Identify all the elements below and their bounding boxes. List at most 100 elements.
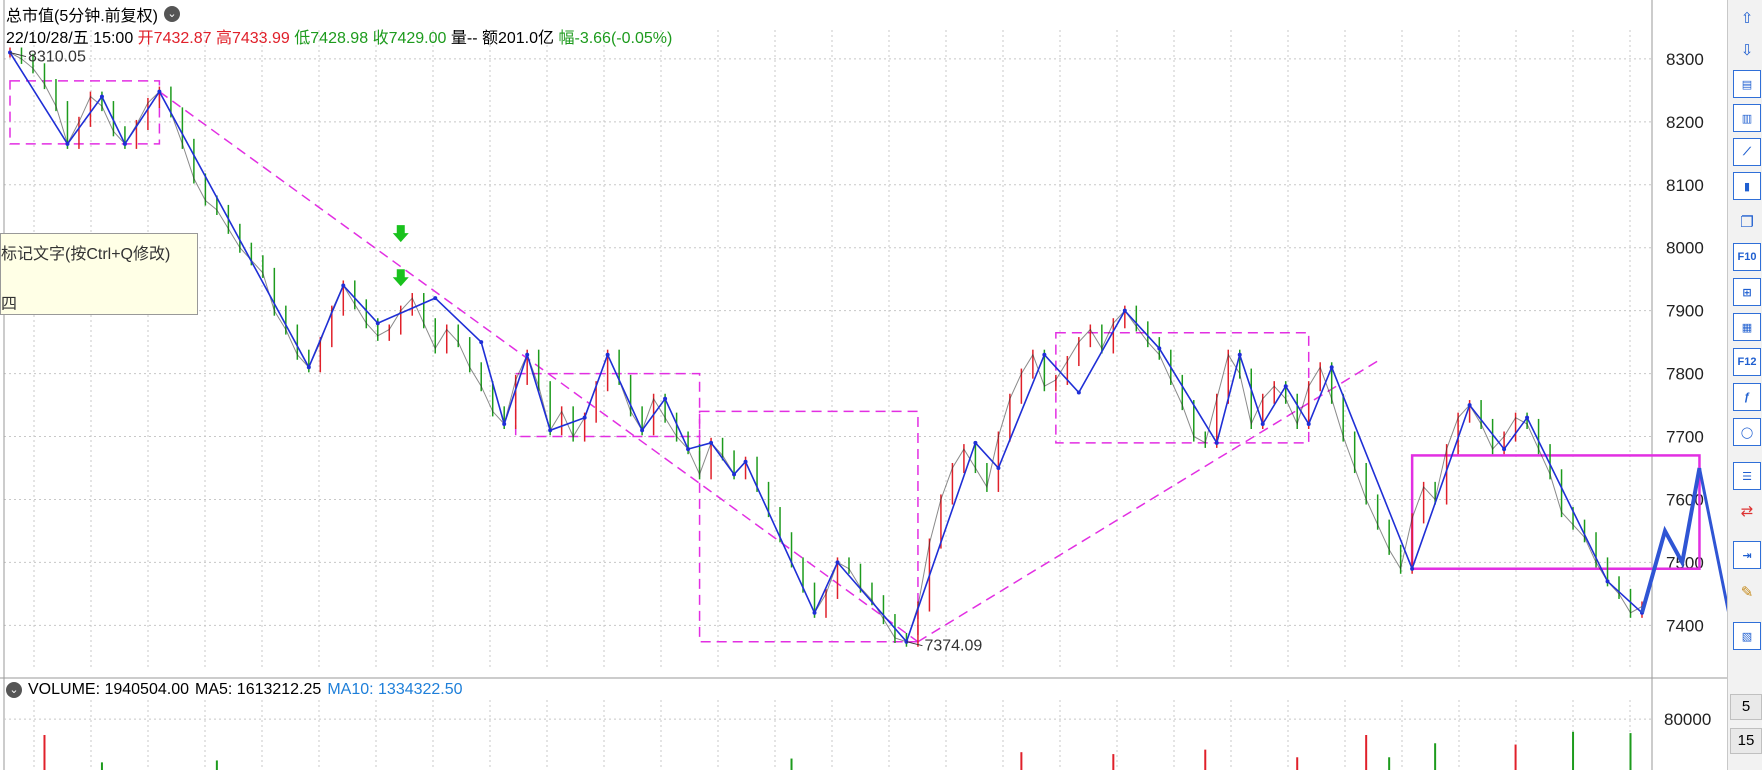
zigzag-point: [812, 610, 817, 615]
ma5-value: MA5: 1613212.25: [195, 681, 322, 698]
volume-header: ⌄ VOLUME: 1940504.00 MA5: 1613212.25 MA1…: [6, 681, 463, 699]
zigzag-point: [1076, 390, 1081, 395]
y-tick-label: 7700: [1666, 428, 1704, 447]
y-tick-label: 7400: [1666, 616, 1704, 635]
zigzag-point: [1329, 365, 1334, 370]
pattern-box: [514, 372, 701, 438]
formula-icon[interactable]: ƒ: [1733, 383, 1761, 411]
title-dropdown-icon[interactable]: ⌄: [164, 6, 181, 22]
chart-title-bar: 总市值(5分钟.前复权) ⌄: [6, 2, 181, 26]
y-tick-label: 8300: [1666, 50, 1704, 69]
list-icon[interactable]: ☰: [1733, 462, 1761, 490]
circle-icon[interactable]: ◯: [1733, 418, 1761, 446]
right-toolbar: ⇧ ⇩ ▤ ▥ ⟋ ▮ ❐ F10 ⊞ ▦ F12 ƒ ◯ ☰ ⇄ ⇥ ✎ ▧ …: [1727, 0, 1762, 770]
windows-icon[interactable]: ❐: [1740, 214, 1754, 231]
quote-high: 高7433.99: [215, 30, 290, 47]
price-line: [9, 52, 1643, 643]
zigzag-point: [157, 89, 162, 94]
y-tick-label: 8100: [1666, 176, 1704, 195]
zigzag-point: [1410, 566, 1415, 571]
quote-low: 低7428.98: [294, 30, 369, 47]
extreme-label: 8310.05: [28, 49, 86, 66]
zigzag-point: [663, 396, 668, 401]
annotation-pointer: [9, 52, 27, 58]
zigzag-point: [1525, 415, 1530, 420]
zigzag-point: [1283, 384, 1288, 389]
zigzag-point: [1605, 579, 1610, 584]
zigzag-point: [433, 296, 438, 301]
zigzag-point: [996, 466, 1001, 471]
pattern-box: [698, 410, 919, 643]
zigzag-point: [686, 447, 691, 452]
calendar-icon[interactable]: ▦: [1733, 313, 1761, 341]
zigzag-point: [1306, 421, 1311, 426]
annotation-pointer: [906, 641, 923, 647]
zigzag-point: [525, 352, 530, 357]
zigzag-point: [1237, 352, 1242, 357]
zigzag-point: [548, 428, 553, 433]
toolbar-number-2[interactable]: 15: [1730, 728, 1762, 754]
quote-info-bar: 22/10/28/五 15:00 开7432.87 高7433.99 低7428…: [6, 24, 672, 48]
zigzag-point: [1214, 440, 1219, 445]
zigzag-point: [1260, 421, 1265, 426]
pattern-box: [9, 80, 161, 145]
candle-icon[interactable]: ▮: [1733, 172, 1761, 200]
pencil-icon[interactable]: ✎: [1740, 584, 1754, 601]
zigzag-point: [99, 94, 104, 99]
bars-icon[interactable]: ▥: [1733, 104, 1761, 132]
zigzag-point: [1122, 308, 1127, 313]
volume-value: VOLUME: 1940504.00: [28, 681, 189, 698]
line-chart-icon[interactable]: ⟋: [1733, 138, 1761, 166]
zigzag-point: [1467, 403, 1472, 408]
note-text-line2: 四: [1, 296, 18, 313]
y-tick-label: 8200: [1666, 113, 1704, 132]
note-text-line1: 标记文字(按Ctrl+Q修改): [1, 246, 171, 263]
ma10-value: MA10: 1334322.50: [327, 681, 463, 698]
zigzag-point: [640, 428, 645, 433]
f12-icon[interactable]: F12: [1733, 348, 1761, 376]
tree-icon[interactable]: ⊞: [1733, 278, 1761, 306]
y-tick-label: 8000: [1666, 239, 1704, 258]
zigzag-point: [605, 352, 610, 357]
layout-icon[interactable]: ▤: [1733, 70, 1761, 98]
zigzag-point: [835, 560, 840, 565]
quote-close: 收7429.00: [372, 30, 447, 47]
zigzag-point: [502, 421, 507, 426]
zigzag-point: [709, 440, 714, 445]
pattern-box: [1410, 454, 1701, 570]
annotation-note-box[interactable]: 标记文字(按Ctrl+Q修改) 四: [0, 233, 198, 315]
zigzag-point: [732, 472, 737, 477]
zigzag-point: [1502, 447, 1507, 452]
quote-volume: 量--: [450, 30, 478, 47]
zigzag-point: [743, 459, 748, 464]
f10-icon[interactable]: F10: [1733, 243, 1761, 271]
zigzag-point: [973, 440, 978, 445]
signal-arrow-icon: [392, 225, 409, 243]
image-icon[interactable]: ▧: [1733, 622, 1761, 650]
quote-open: 开7432.87: [137, 30, 212, 47]
zigzag-point: [341, 283, 346, 288]
zigzag-point: [479, 340, 484, 345]
signal-arrow-icon: [392, 269, 409, 287]
arrow-up-icon[interactable]: ⇧: [1740, 10, 1754, 27]
volume-dropdown-icon[interactable]: ⌄: [6, 682, 22, 698]
zigzag-point: [1042, 352, 1047, 357]
zigzag-point: [122, 141, 127, 146]
zigzag-point: [375, 321, 380, 326]
chart-title: 总市值(5分钟.前复权): [6, 8, 159, 25]
toolbar-number-1[interactable]: 5: [1730, 694, 1762, 720]
quote-amount: 额201.0亿: [481, 30, 555, 47]
zigzag-point: [306, 365, 311, 370]
f10-label: F10: [1737, 251, 1757, 263]
volume-tick-label: 80000: [1664, 710, 1711, 729]
quote-date: 22/10/28/五 15:00: [6, 30, 134, 47]
y-tick-label: 7600: [1666, 490, 1704, 509]
zigzag-point: [65, 141, 70, 146]
arrow-down-icon[interactable]: ⇩: [1740, 42, 1754, 59]
export-icon[interactable]: ⇥: [1733, 541, 1761, 569]
extreme-label: 7374.09: [924, 638, 982, 655]
exchange-icon[interactable]: ⇄: [1740, 503, 1754, 520]
zigzag-point: [582, 415, 587, 420]
